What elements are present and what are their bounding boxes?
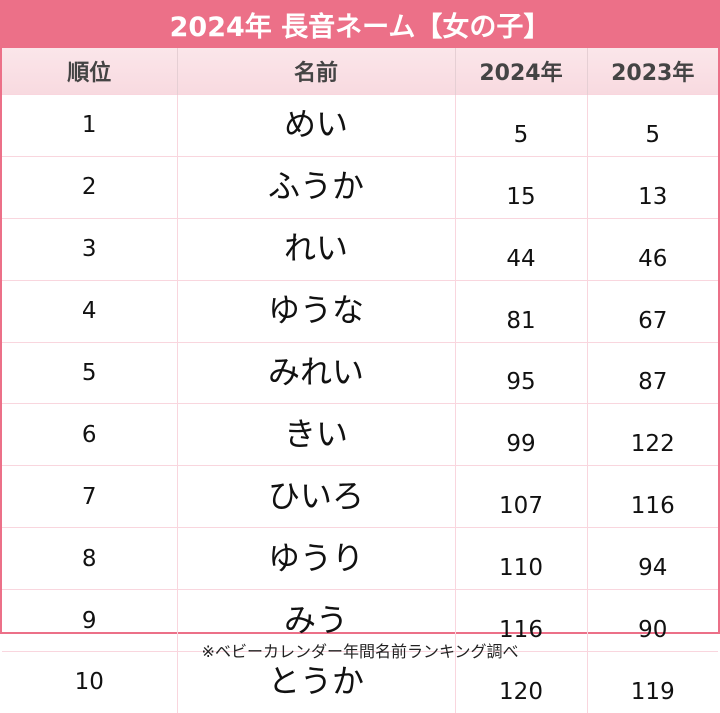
rank-cell: 9 [2, 589, 177, 652]
rank-2024-cell: 15 [454, 155, 587, 219]
source-note: ※ベビーカレンダー年間名前ランキング調べ [201, 642, 519, 661]
rank-cell: 5 [2, 341, 177, 404]
name-cell: めい [176, 94, 455, 157]
header-2023: 2023年 [586, 48, 718, 95]
header-name: 名前 [176, 48, 455, 95]
header-2024: 2024年 [454, 48, 587, 95]
table-row: 7 ひいろ 107 116 [2, 465, 718, 528]
rank-2023-cell: 5 [586, 94, 718, 157]
ranking-table: 順位 名前 2024年 2023年 1 めい 5 5 2 ふうか 15 13 3 れい 44 46 4 ゆ… [2, 48, 718, 713]
rank-2024-cell: 81 [454, 279, 587, 343]
name-cell: ゆうな [176, 279, 455, 343]
rank-2024-cell: 110 [454, 527, 587, 590]
name-cell: れい [176, 217, 455, 281]
rank-cell: 1 [2, 94, 177, 157]
rank-cell: 4 [2, 279, 177, 343]
rank-2023-cell: 90 [586, 589, 718, 652]
rank-cell: 7 [2, 465, 177, 528]
name-cell: みう [176, 589, 455, 652]
table-row: 3 れい 44 46 [2, 217, 718, 281]
rank-2024-cell: 107 [454, 465, 587, 528]
rank-2023-cell: 94 [586, 527, 718, 590]
table-row: 1 めい 5 5 [2, 94, 718, 157]
rank-2023-cell: 46 [586, 217, 718, 281]
table-title: 2024年 長音ネーム【女の子】 [2, 0, 718, 48]
rank-2023-cell: 116 [586, 465, 718, 528]
rank-2023-cell: 67 [586, 279, 718, 343]
rank-cell: 8 [2, 527, 177, 590]
name-cell: みれい [176, 341, 455, 404]
table-row: 4 ゆうな 81 67 [2, 279, 718, 343]
rank-2024-cell: 99 [454, 403, 587, 466]
rank-2023-cell: 13 [586, 155, 718, 219]
rank-2023-cell: 87 [586, 341, 718, 404]
name-cell: きい [176, 403, 455, 466]
table-row: 6 きい 99 122 [2, 403, 718, 466]
rank-2024-cell: 116 [454, 589, 587, 652]
rank-cell: 6 [2, 403, 177, 466]
rank-2024-cell: 5 [454, 94, 587, 157]
rank-2024-cell: 95 [454, 341, 587, 404]
table-row: 5 みれい 95 87 [2, 341, 718, 404]
name-cell: ゆうり [176, 527, 455, 590]
name-cell: ひいろ [176, 465, 455, 528]
rank-cell: 3 [2, 217, 177, 281]
rank-2023-cell: 122 [586, 403, 718, 466]
table-row: 8 ゆうり 110 94 [2, 527, 718, 590]
table-row: 2 ふうか 15 13 [2, 155, 718, 219]
rank-cell: 2 [2, 155, 177, 219]
header-rank: 順位 [2, 48, 177, 95]
header-row: 順位 名前 2024年 2023年 [2, 48, 718, 95]
rank-2024-cell: 44 [454, 217, 587, 281]
table-row: 9 みう 116 90 [2, 589, 718, 652]
name-cell: ふうか [176, 155, 455, 219]
